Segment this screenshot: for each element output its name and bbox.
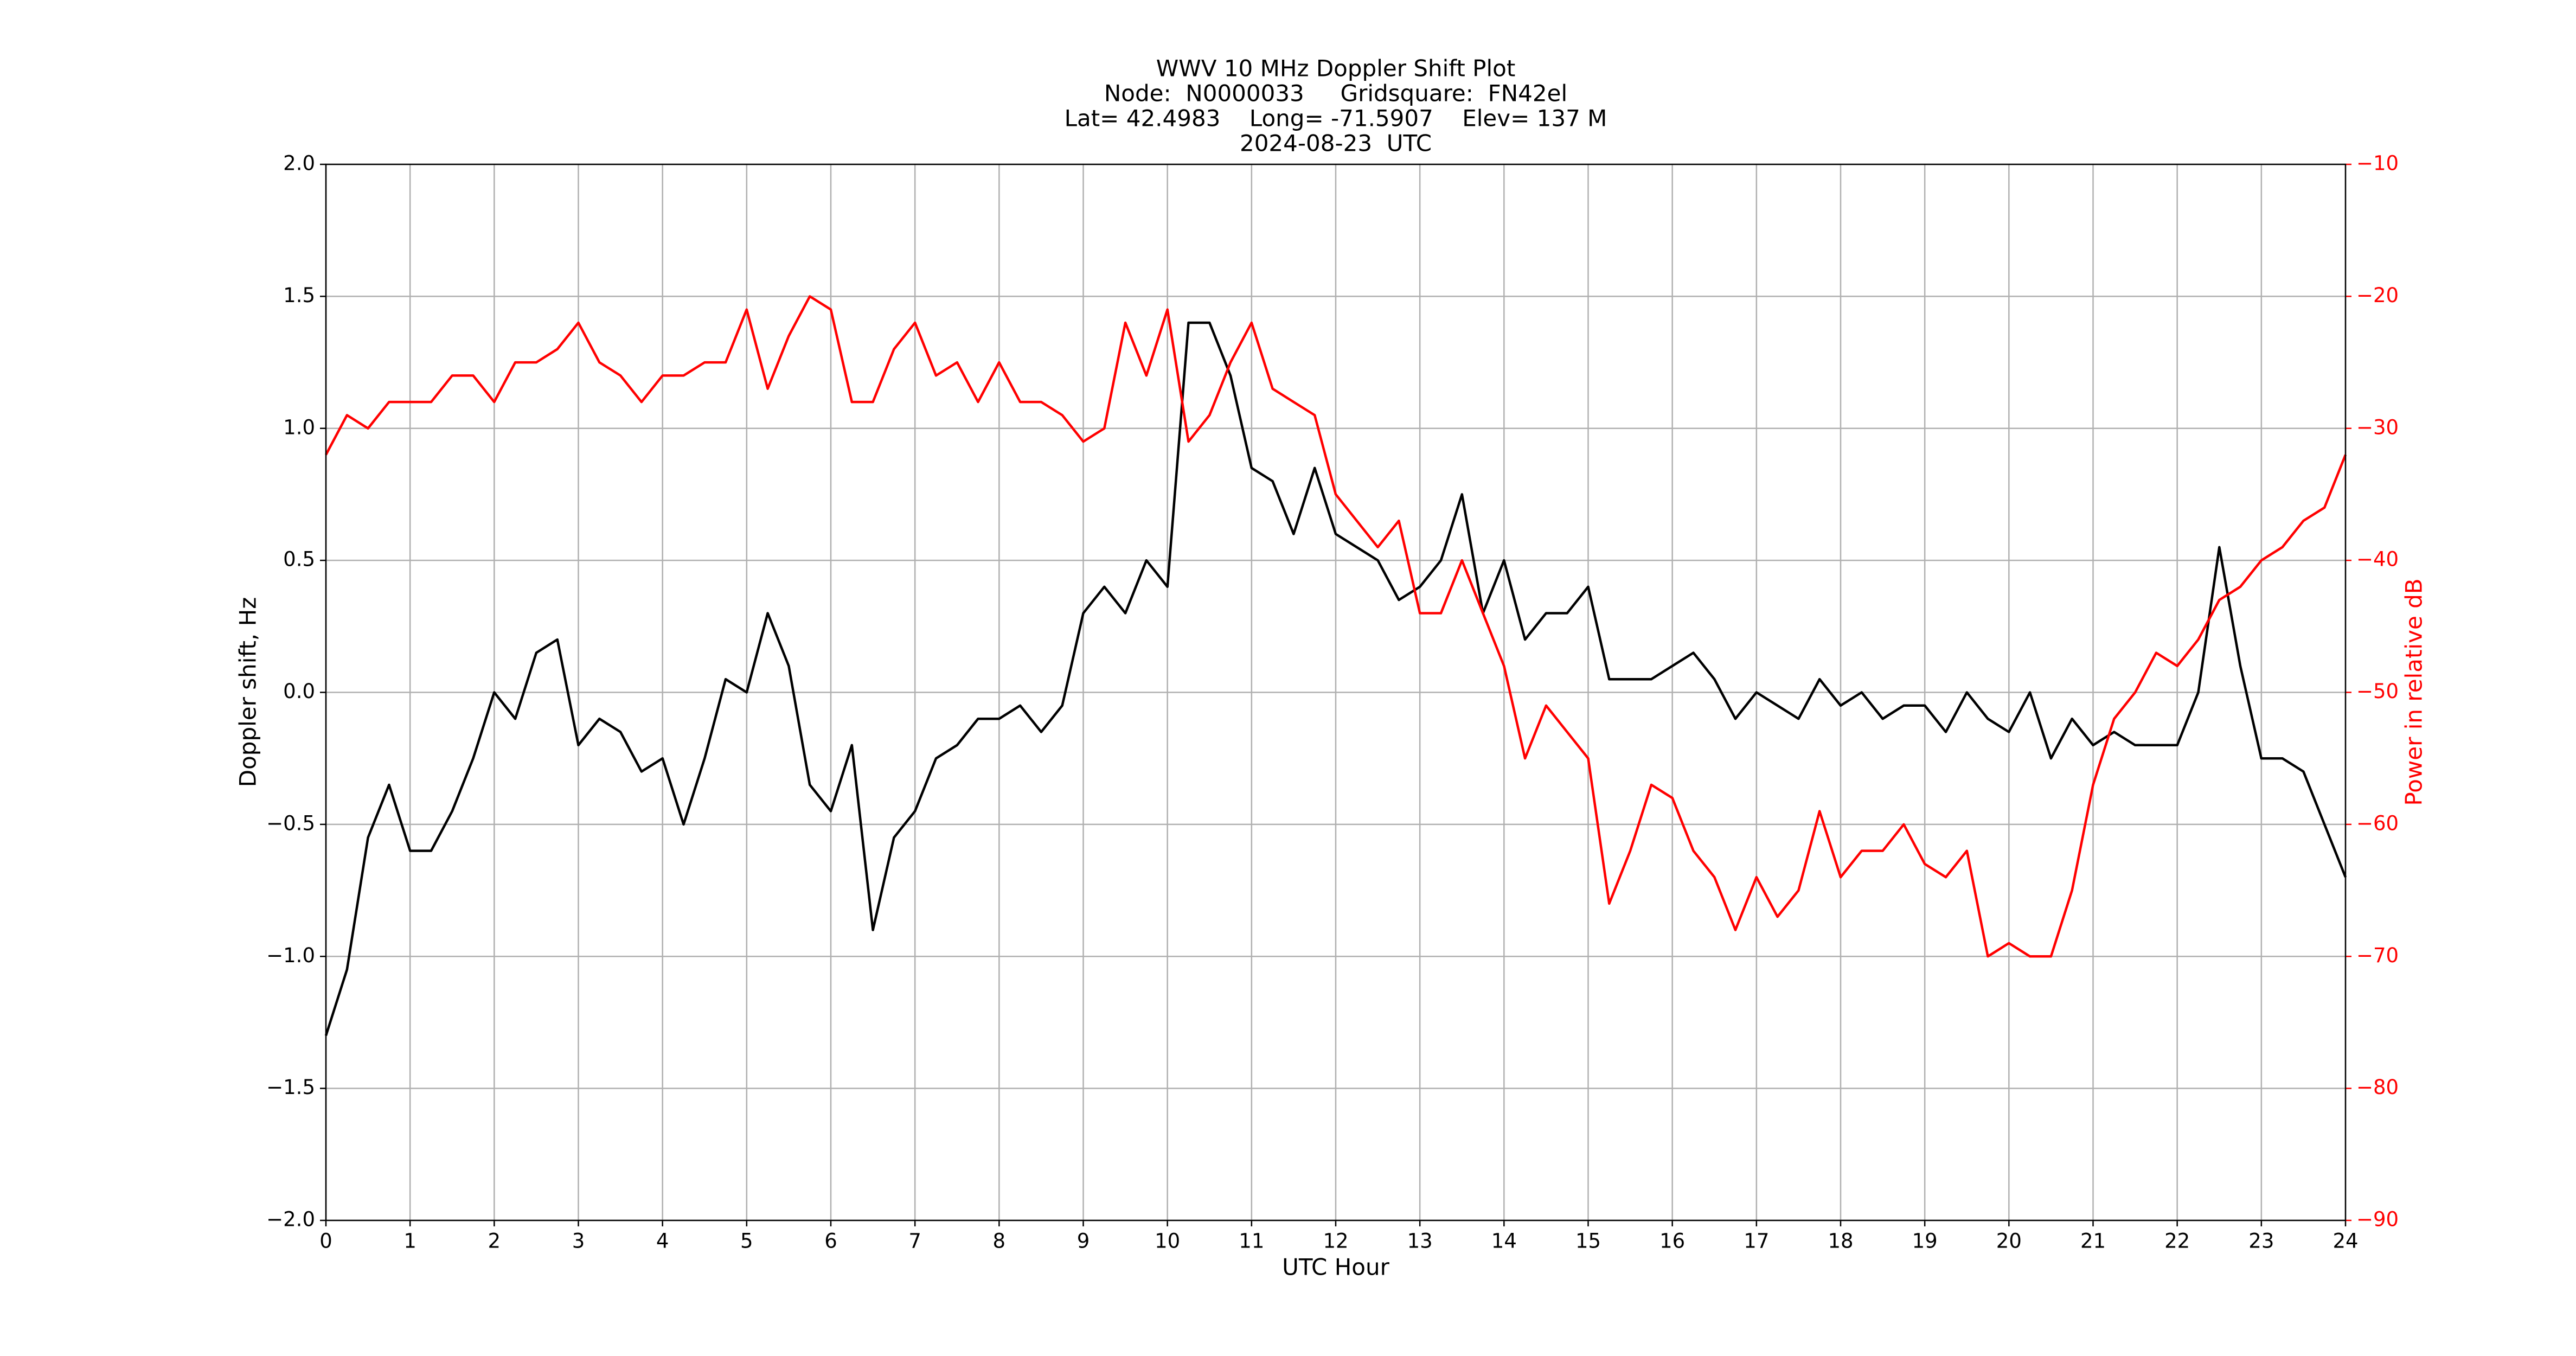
y2-tick-label: −40 — [2356, 548, 2399, 571]
x-tick-label: 19 — [1912, 1230, 1938, 1253]
x-tick-label: 4 — [656, 1230, 669, 1253]
plot-frame — [325, 163, 2347, 1221]
y2-axis-label: Power in relative dB — [2401, 578, 2427, 805]
y2-tick-label: −50 — [2356, 680, 2399, 703]
x-tick-label: 11 — [1239, 1230, 1264, 1253]
x-tick-label: 2 — [488, 1230, 501, 1253]
y-tick-label: −1.0 — [266, 944, 315, 967]
x-tick-label: 22 — [2164, 1230, 2190, 1253]
title-line: Node: N0000033 Gridsquare: FN42el — [1104, 80, 1567, 107]
y-tick-label: 0.5 — [283, 548, 315, 571]
x-tick-label: 3 — [572, 1230, 585, 1253]
x-tick-label: 18 — [1828, 1230, 1853, 1253]
x-tick-label: 5 — [740, 1230, 753, 1253]
title-line: 2024-08-23 UTC — [1240, 130, 1432, 157]
y-tick-label: −0.5 — [266, 811, 315, 835]
y-tick-label: 0.0 — [283, 680, 315, 703]
x-tick-label: 10 — [1155, 1230, 1180, 1253]
x-tick-label: 8 — [993, 1230, 1006, 1253]
x-tick-label: 9 — [1077, 1230, 1090, 1253]
x-tick-label: 14 — [1491, 1230, 1517, 1253]
y-tick-label: −2.0 — [266, 1208, 315, 1231]
x-tick-label: 16 — [1659, 1230, 1685, 1253]
x-tick-label: 7 — [908, 1230, 921, 1253]
x-tick-label: 24 — [2333, 1230, 2358, 1253]
y-axis-label: Doppler shift, Hz — [235, 597, 261, 788]
y-tick-label: −1.5 — [266, 1076, 315, 1099]
x-tick-label: 15 — [1575, 1230, 1601, 1253]
y2-tick-label: −60 — [2356, 811, 2399, 835]
x-tick-label: 13 — [1407, 1230, 1433, 1253]
y-tick-label: 2.0 — [283, 152, 315, 175]
x-tick-label: 1 — [403, 1230, 416, 1253]
y2-tick-label: −80 — [2356, 1076, 2399, 1099]
title-line: Lat= 42.4983 Long= -71.5907 Elev= 137 M — [1065, 105, 1607, 132]
y2-tick-label: −30 — [2356, 415, 2399, 439]
x-axis-label: UTC Hour — [1282, 1254, 1390, 1281]
y2-tick-label: −10 — [2356, 152, 2399, 175]
x-tick-label: 6 — [824, 1230, 837, 1253]
y2-tick-label: −90 — [2356, 1208, 2399, 1231]
y2-tick-label: −20 — [2356, 284, 2399, 307]
y-tick-label: 1.0 — [283, 415, 315, 439]
x-tick-label: 12 — [1323, 1230, 1348, 1253]
x-tick-label: 21 — [2080, 1230, 2106, 1253]
title-line: WWV 10 MHz Doppler Shift Plot — [1156, 55, 1516, 82]
x-tick-label: 20 — [1996, 1230, 2022, 1253]
data-line — [325, 295, 2347, 958]
y2-tick-label: −70 — [2356, 944, 2399, 967]
x-tick-label: 23 — [2248, 1230, 2274, 1253]
y-tick-label: 1.5 — [283, 284, 315, 307]
x-tick-label: 17 — [1744, 1230, 1769, 1253]
data-line — [324, 321, 2347, 1036]
x-tick-label: 0 — [319, 1230, 332, 1253]
